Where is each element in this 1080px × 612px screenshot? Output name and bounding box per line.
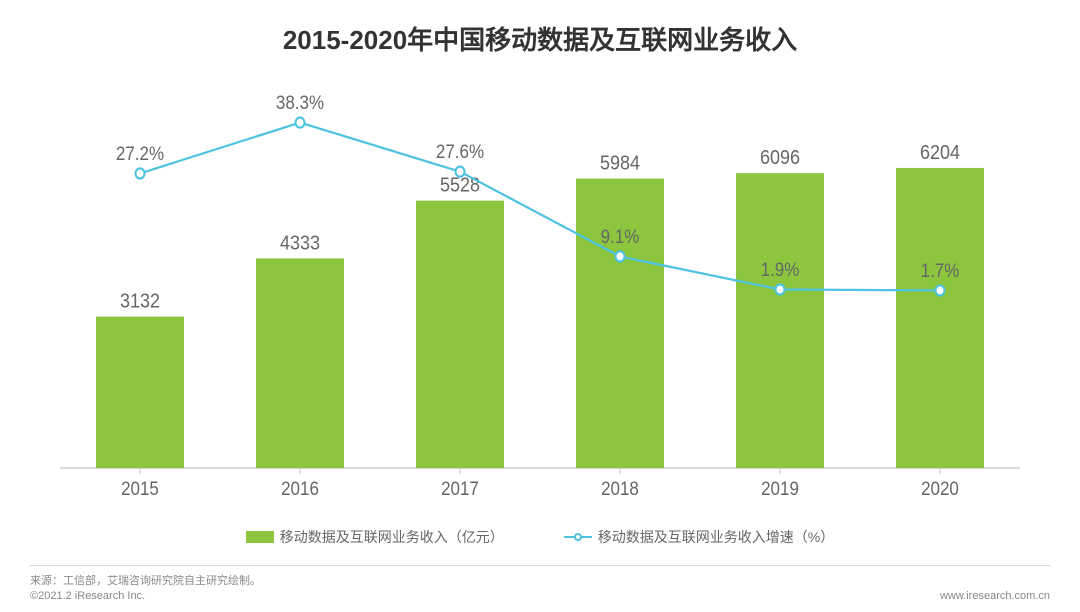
bar-value-label: 3132 <box>120 291 160 313</box>
line-value-label: 1.7% <box>921 260 960 281</box>
line-marker <box>456 167 465 177</box>
bar-value-label: 6204 <box>920 142 960 164</box>
footer-source: 来源：工信部，艾瑞咨询研究院自主研究绘制。 <box>30 572 1050 588</box>
bar <box>256 258 344 468</box>
x-axis-label: 2018 <box>601 478 639 499</box>
chart-svg: 3132201543332016552820175984201860962019… <box>30 75 1050 513</box>
bar <box>96 317 184 469</box>
line-marker <box>616 251 625 261</box>
line-value-label: 27.2% <box>116 143 164 164</box>
line-marker <box>136 168 145 178</box>
chart-legend: 移动数据及互联网业务收入（亿元） 移动数据及互联网业务收入增速（%） <box>30 527 1050 547</box>
line-value-label: 38.3% <box>276 92 324 113</box>
x-axis-label: 2019 <box>761 478 799 499</box>
chart-title: 2015-2020年中国移动数据及互联网业务收入 <box>30 20 1050 57</box>
chart-container: 2015-2020年中国移动数据及互联网业务收入 3132 2015 4333 201… <box>0 0 1080 612</box>
chart-plot-area: 3132201543332016552820175984201860962019… <box>30 75 1050 513</box>
chart-footer: 来源：工信部，艾瑞咨询研究院自主研究绘制。 ©2021.2 iResearch … <box>30 565 1050 602</box>
line-value-label: 1.9% <box>761 259 800 280</box>
legend-item-bar: 移动数据及互联网业务收入（亿元） <box>246 527 504 547</box>
footer-copyright: ©2021.2 iResearch Inc. <box>30 590 145 602</box>
footer-bottom-row: ©2021.2 iResearch Inc. www.iresearch.com… <box>30 590 1050 602</box>
bar-value-label: 6096 <box>760 147 800 169</box>
bar <box>736 173 824 468</box>
line-value-label: 9.1% <box>601 226 640 247</box>
legend-swatch-bar <box>246 531 274 543</box>
bar <box>896 168 984 468</box>
x-axis-label: 2017 <box>441 478 479 499</box>
line-marker <box>936 285 945 295</box>
line-marker <box>296 118 305 128</box>
bar-value-label: 4333 <box>280 233 320 255</box>
bar <box>416 201 504 468</box>
legend-swatch-line <box>564 531 592 543</box>
x-axis-label: 2016 <box>281 478 319 499</box>
bar-value-label: 5984 <box>600 153 640 175</box>
line-marker <box>776 284 785 294</box>
x-axis-label: 2015 <box>121 478 159 499</box>
legend-line-label: 移动数据及互联网业务收入增速（%） <box>598 527 834 547</box>
bar <box>576 179 664 468</box>
x-axis-label: 2020 <box>921 478 959 499</box>
legend-bar-label: 移动数据及互联网业务收入（亿元） <box>280 527 504 547</box>
footer-site: www.iresearch.com.cn <box>940 590 1050 602</box>
legend-item-line: 移动数据及互联网业务收入增速（%） <box>564 527 834 547</box>
line-value-label: 27.6% <box>436 141 484 162</box>
